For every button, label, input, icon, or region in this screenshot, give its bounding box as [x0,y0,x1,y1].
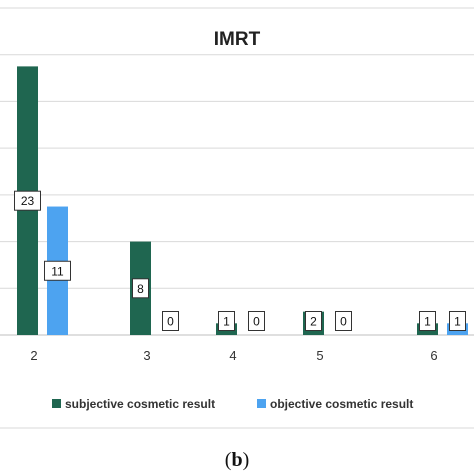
data-label-box [419,311,436,331]
x-tick-label: 5 [316,348,323,363]
data-label-box [218,311,235,331]
bars [17,66,468,336]
grid [0,7,474,336]
data-label-text: 8 [137,282,144,296]
data-label: 8 [132,278,149,299]
data-label: 1 [218,311,235,331]
legend-item: subjective cosmetic result [52,397,215,411]
legend-label: objective cosmetic result [270,397,413,411]
data-label-box [305,311,322,331]
data-label: 0 [248,311,265,331]
x-tick-label: 6 [430,348,437,363]
x-tick-label: 2 [30,348,37,363]
data-label-box [132,278,149,299]
data-label: 23 [14,190,41,211]
data-label-box [162,311,179,331]
data-label-text: 0 [167,315,174,329]
data-label-text: 1 [454,315,461,329]
data-label: 2 [305,311,322,331]
data-label-text: 2 [310,315,317,329]
legend: subjective cosmetic result objective cosm… [52,397,413,411]
x-tick-label: 3 [143,348,150,363]
data-label: 1 [419,311,436,331]
data-label-text: 1 [424,315,431,329]
legend-item: objective cosmetic result [257,397,413,411]
data-label: 1 [449,311,466,331]
figure-caption: (b) [225,449,249,471]
data-label-box [14,190,41,211]
data-label-text: 11 [51,264,64,278]
legend-label: subjective cosmetic result [65,397,215,411]
legend-swatch [52,399,61,408]
x-tick-labels: 2 3 4 5 6 [30,348,437,363]
data-label-box [44,260,71,281]
data-label-box [248,311,265,331]
data-label: 0 [162,311,179,331]
data-label-text: 0 [340,315,347,329]
data-label-text: 23 [21,194,35,208]
data-label-text: 1 [223,315,230,329]
x-tick-label: 4 [229,348,236,363]
data-label-text: 0 [253,315,260,329]
data-label-box [449,311,466,331]
data-label-box [335,311,352,331]
chart-title: IMRT [214,29,261,50]
legend-swatch [257,399,266,408]
data-label: 11 [44,260,71,281]
caption-letter: b [231,449,242,471]
data-label: 0 [335,311,352,331]
